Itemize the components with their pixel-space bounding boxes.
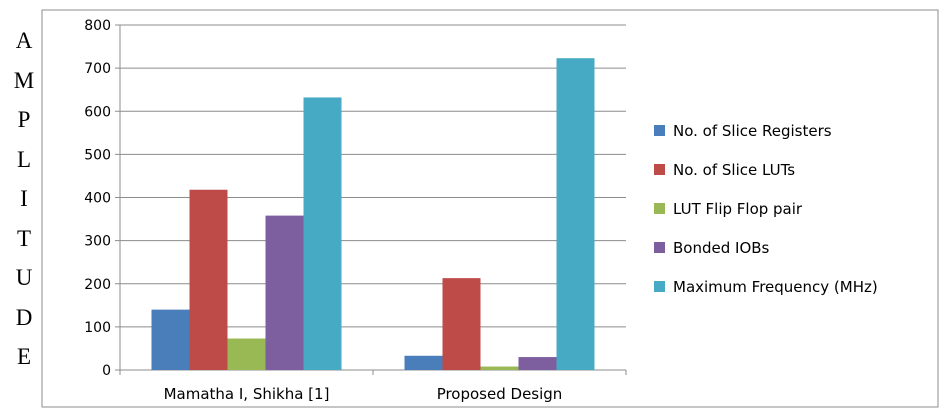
legend-entry: Bonded IOBs: [673, 239, 770, 257]
legend-entry: LUT Flip Flop pair: [673, 200, 803, 218]
bar-no-of-slice-luts: [442, 278, 481, 370]
y-axis-label-letter: E: [16, 344, 32, 369]
x-category-label: Mamatha I, Shikha [1]: [164, 385, 330, 403]
legend-entry: Maximum Frequency (MHz): [673, 278, 878, 296]
y-axis-label-letter: I: [20, 186, 28, 211]
legend-entry: No. of Slice LUTs: [673, 161, 795, 179]
bar-no-of-slice-registers: [151, 309, 190, 370]
y-tick-label: 500: [84, 147, 111, 163]
bar-bonded-iobs: [518, 357, 557, 370]
bar-lut-flip-flop-pair: [480, 366, 519, 370]
legend-swatch: [654, 164, 665, 175]
y-tick-label: 700: [84, 61, 111, 77]
y-tick-label: 0: [102, 363, 111, 379]
y-axis-label-letter: A: [15, 28, 33, 53]
y-tick-label: 400: [84, 191, 111, 207]
y-axis-label-letter: L: [16, 146, 32, 172]
y-tick-label: 200: [84, 277, 111, 293]
legend-swatch: [654, 125, 665, 136]
bar-no-of-slice-registers: [404, 355, 443, 370]
chart-border: [41, 9, 939, 408]
y-axis-label-letter: T: [16, 225, 32, 251]
bar-no-of-slice-luts: [189, 189, 228, 370]
y-axis-label-letter: D: [15, 304, 33, 330]
y-tick-label: 800: [84, 18, 111, 34]
y-tick-label: 300: [84, 234, 111, 250]
x-category-label: Proposed Design: [437, 385, 563, 403]
y-axis-label-letter: P: [17, 107, 31, 132]
bar-maximum-frequency-mhz: [556, 58, 595, 371]
bar-lut-flip-flop-pair: [227, 338, 266, 370]
y-tick-label: 100: [84, 320, 111, 336]
y-axis-label-letter: U: [15, 265, 33, 290]
y-tick-label: 600: [84, 104, 111, 120]
bar-maximum-frequency-mhz: [303, 97, 342, 370]
legend-entry: No. of Slice Registers: [673, 122, 832, 140]
y-axis-label-letter: M: [13, 67, 35, 93]
legend-swatch: [654, 203, 665, 214]
legend-swatch: [654, 242, 665, 253]
legend-swatch: [654, 281, 665, 292]
bar-bonded-iobs: [265, 215, 304, 370]
